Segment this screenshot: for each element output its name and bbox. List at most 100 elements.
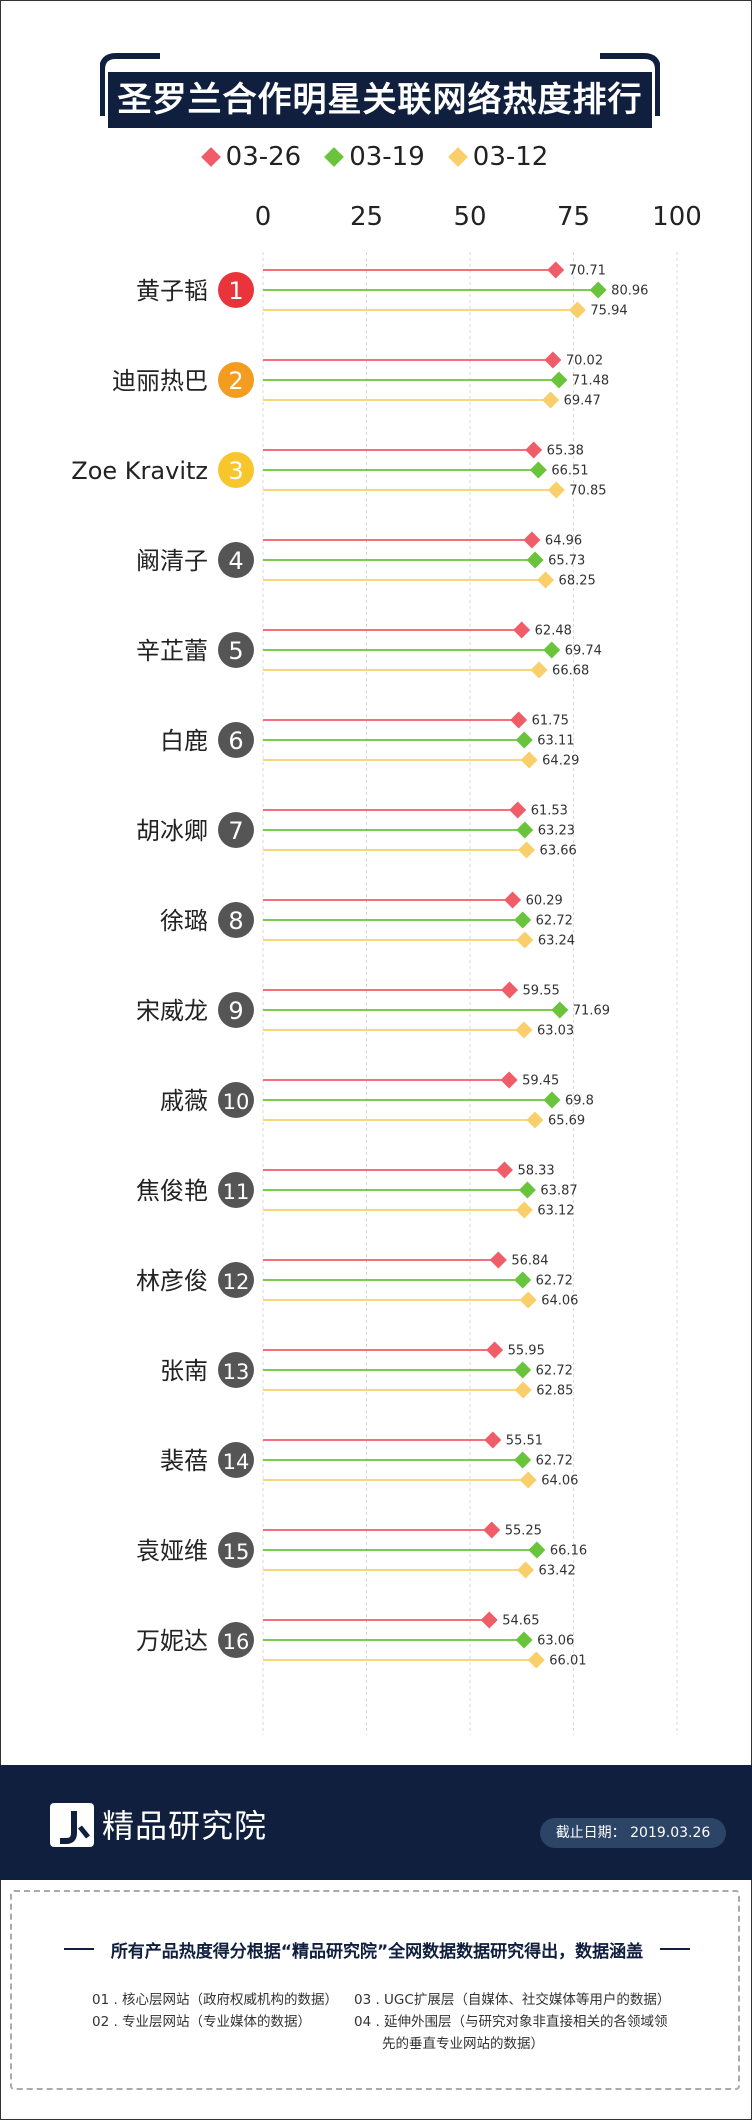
data-label: 68.25 xyxy=(559,574,596,589)
data-label: 63.11 xyxy=(537,734,574,749)
data-point xyxy=(589,281,607,299)
rank-badge xyxy=(218,362,254,398)
data-point xyxy=(542,391,560,409)
data-label: 66.68 xyxy=(552,664,589,679)
data-point xyxy=(510,711,528,729)
data-label: 62.72 xyxy=(536,1274,573,1289)
data-point xyxy=(527,1651,545,1669)
data-label: 62.48 xyxy=(535,624,572,639)
data-label: 63.24 xyxy=(538,934,575,949)
rank-badge xyxy=(218,452,254,488)
data-label: 59.45 xyxy=(522,1074,559,1089)
data-point xyxy=(519,1471,537,1489)
data-label: 62.72 xyxy=(536,1454,573,1469)
x-tick-label: 100 xyxy=(652,202,702,232)
x-tick-label: 0 xyxy=(255,202,272,232)
data-label: 69.47 xyxy=(564,394,601,409)
data-point xyxy=(517,1561,535,1579)
data-point xyxy=(547,481,565,499)
data-point xyxy=(526,1111,544,1129)
data-label: 63.23 xyxy=(538,824,575,839)
rank-badge xyxy=(218,542,254,578)
cutoff-date-badge: 截止日期： 2019.03.26 xyxy=(540,1818,726,1848)
data-point xyxy=(516,821,534,839)
data-label: 63.06 xyxy=(537,1634,574,1649)
legend-item-0319: 03-19 xyxy=(324,142,425,172)
data-point xyxy=(526,551,544,569)
data-point xyxy=(551,1001,569,1019)
data-label: 63.12 xyxy=(537,1204,574,1219)
rank-number: 7 xyxy=(228,817,243,845)
category-label: 迪丽热巴 xyxy=(112,367,208,395)
rank-badge xyxy=(218,1622,254,1658)
x-tick-label: 50 xyxy=(453,202,486,232)
chart-title: 圣罗兰合作明星关联网络热度排行榜 xyxy=(108,72,652,176)
data-label: 64.96 xyxy=(545,534,582,549)
data-label: 63.42 xyxy=(539,1564,576,1579)
data-point xyxy=(530,661,548,679)
rank-number: 2 xyxy=(228,367,243,395)
rank-badge xyxy=(218,632,254,668)
data-point xyxy=(537,571,555,589)
data-point xyxy=(514,1451,532,1469)
data-label: 61.75 xyxy=(532,714,569,729)
data-point xyxy=(513,621,531,639)
rank-number: 6 xyxy=(228,727,243,755)
note-item: 先的垂直专业网站的数据） xyxy=(382,2036,544,2052)
legend: 03-26 03-19 03-12 xyxy=(0,140,752,174)
rank-number: 10 xyxy=(223,1090,250,1114)
data-point xyxy=(515,1201,533,1219)
data-label: 55.95 xyxy=(508,1344,545,1359)
data-point xyxy=(514,1381,532,1399)
rank-badge xyxy=(218,902,254,938)
data-label: 60.29 xyxy=(526,894,563,909)
data-label: 65.69 xyxy=(548,1114,585,1129)
rank-badge xyxy=(218,812,254,848)
data-point xyxy=(514,911,532,929)
data-point xyxy=(568,301,586,319)
data-point xyxy=(483,1521,501,1539)
data-label: 63.66 xyxy=(540,844,577,859)
legend-item-0312: 03-12 xyxy=(447,142,548,172)
data-point xyxy=(514,1361,532,1379)
data-point xyxy=(515,731,533,749)
data-point xyxy=(518,1181,536,1199)
data-label: 63.87 xyxy=(540,1184,577,1199)
data-label: 66.51 xyxy=(551,464,588,479)
data-point xyxy=(523,531,541,549)
rank-number: 8 xyxy=(228,907,243,935)
data-label: 70.02 xyxy=(566,354,603,369)
rank-badge xyxy=(218,1262,254,1298)
data-point xyxy=(528,1541,546,1559)
data-point xyxy=(501,981,519,999)
data-point xyxy=(496,1161,513,1179)
rank-number: 16 xyxy=(223,1630,250,1654)
category-label: 白鹿 xyxy=(160,727,208,755)
data-point xyxy=(504,891,522,909)
data-label: 66.01 xyxy=(549,1654,586,1669)
data-point xyxy=(543,1091,561,1109)
divider xyxy=(660,1948,690,1950)
data-label: 55.51 xyxy=(506,1434,543,1449)
category-label: 辛芷蕾 xyxy=(136,637,208,665)
data-point xyxy=(529,461,547,479)
rank-badge xyxy=(218,272,254,308)
data-label: 65.73 xyxy=(548,554,585,569)
data-label: 80.96 xyxy=(611,284,648,299)
methodology-note: 所有产品热度得分根据“精品研究院”全网数据数据研究得出，数据涵盖 01 . 核心… xyxy=(10,1890,740,2090)
x-tick-label: 25 xyxy=(350,202,383,232)
data-point xyxy=(509,801,527,819)
divider xyxy=(64,1948,94,1950)
category-label: 戚薇 xyxy=(160,1087,208,1115)
legend-label: 03-26 xyxy=(225,142,302,172)
data-label: 63.03 xyxy=(537,1024,574,1039)
data-label: 70.71 xyxy=(569,264,606,279)
rank-badge xyxy=(218,1442,254,1478)
data-point xyxy=(520,751,538,769)
note-item: 03 . UGC扩展层（自媒体、社交媒体等用户的数据） xyxy=(354,1992,671,2008)
category-label: 林彦俊 xyxy=(136,1267,208,1295)
data-label: 62.85 xyxy=(536,1384,573,1399)
rank-number: 9 xyxy=(228,997,243,1025)
data-point xyxy=(486,1341,504,1359)
category-label: 张南 xyxy=(160,1357,208,1385)
